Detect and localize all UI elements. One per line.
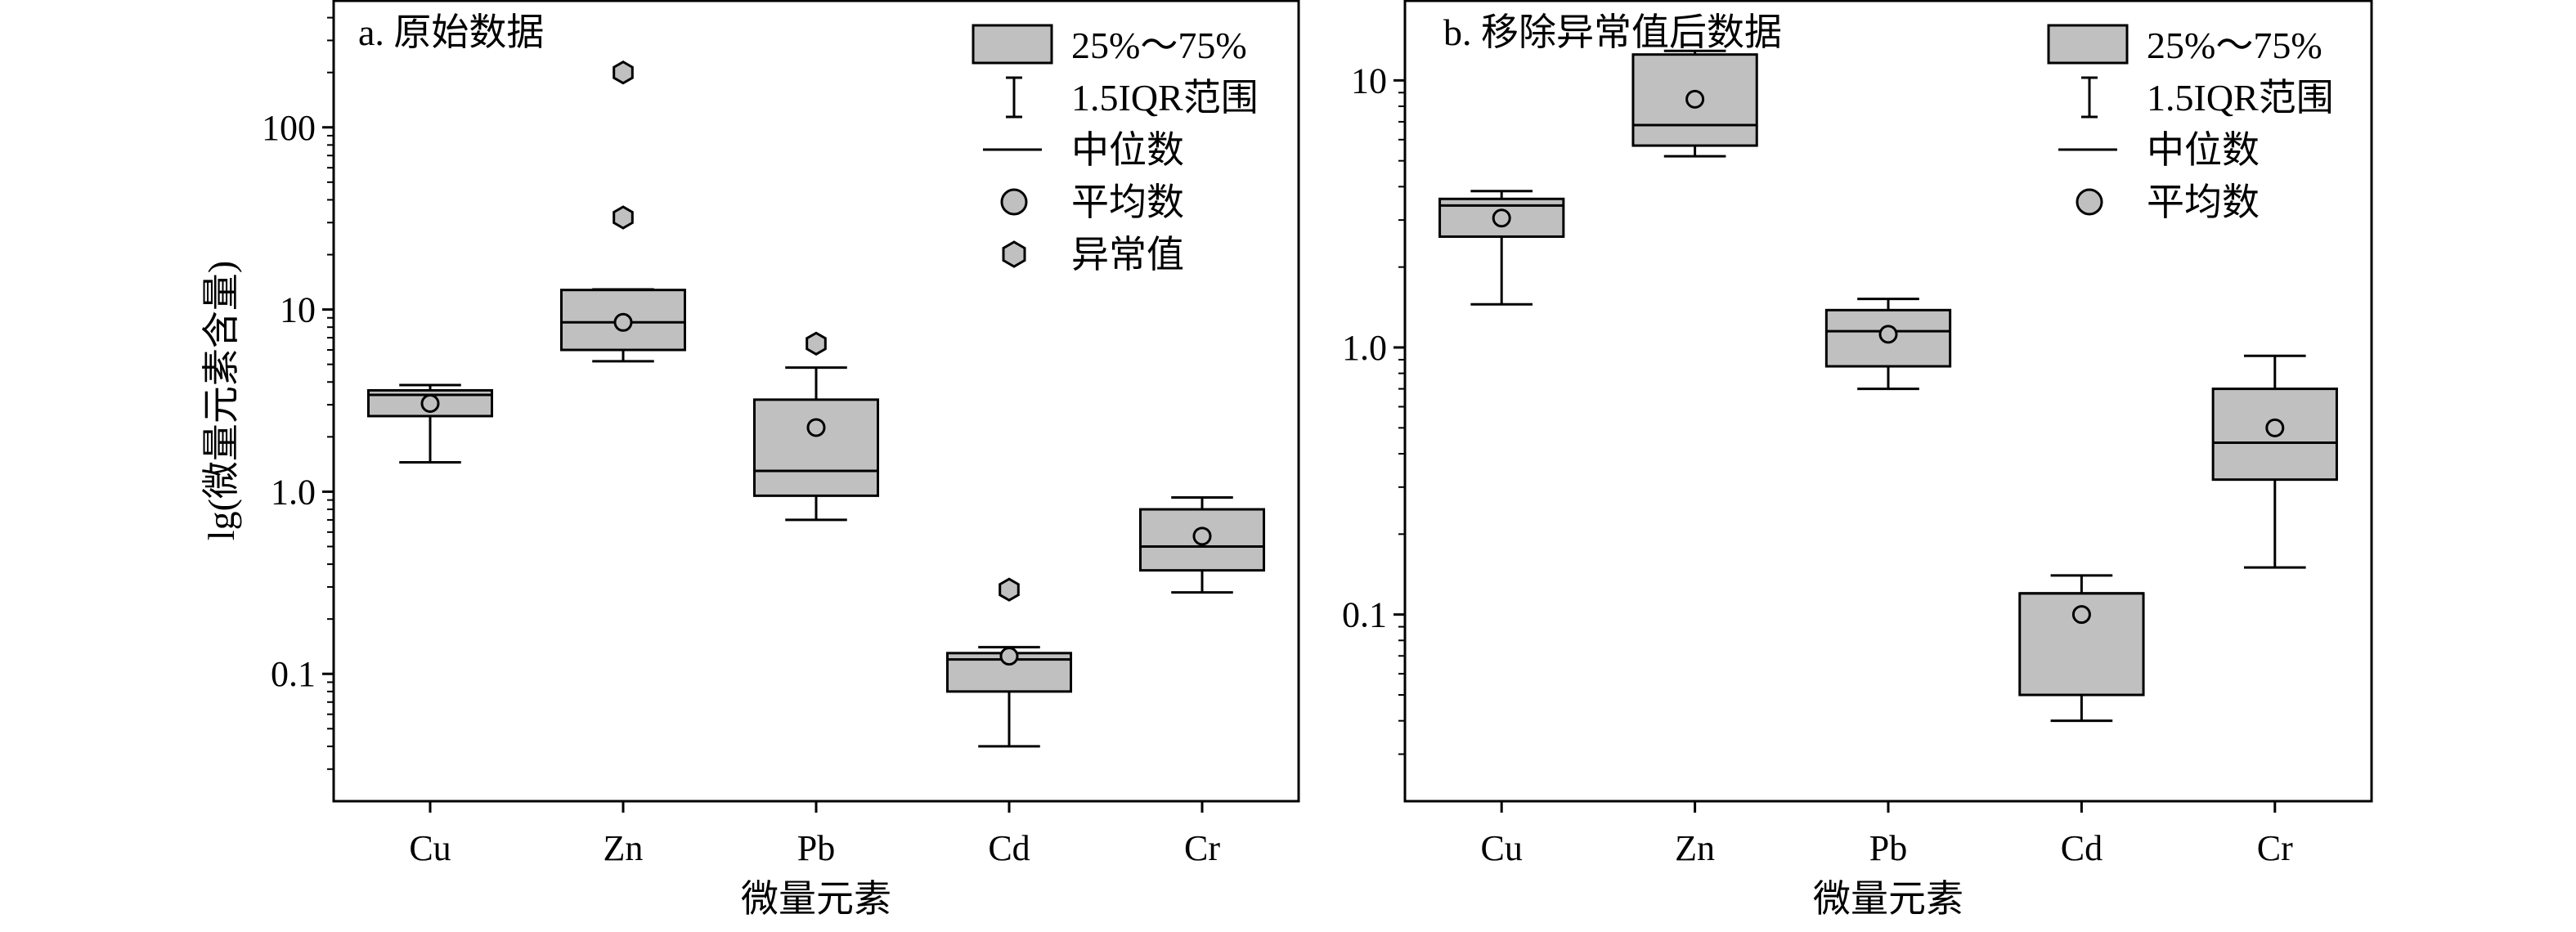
y-tick-label: 0.1 bbox=[271, 654, 316, 694]
panel-b-outliers-removed: 0.1 1.0 10 Cu Zn Pb Cd Cr 微量元素 b. 移除异常值后数据 25%～75%… bbox=[1342, 0, 2373, 920]
iqr-box bbox=[752, 398, 880, 497]
panel-title: b. 移除异常值后数据 bbox=[1443, 11, 1782, 53]
legend-label: 25%～75% bbox=[2147, 25, 2322, 66]
legend-item-median: 中位数 bbox=[2058, 129, 2260, 171]
mean-marker bbox=[1878, 325, 1898, 344]
mean-marker bbox=[1685, 89, 1705, 109]
box-cd bbox=[2018, 574, 2145, 723]
box-cu bbox=[1438, 190, 1565, 306]
legend-label: 1.5IQR范围 bbox=[1071, 77, 1259, 119]
outlier-marker bbox=[806, 331, 827, 356]
legend-mean-swatch bbox=[2076, 188, 2103, 216]
legend-item-median: 中位数 bbox=[983, 129, 1184, 171]
x-tick-label-zn: Zn bbox=[1675, 828, 1715, 868]
x-tick-label-cr: Cr bbox=[2257, 828, 2293, 868]
panel-a-original-data: 0.1 1.0 10 100 Cu Zn Pb Cd Cr 微量元素 lg(微量元素含量) a. 原始… bbox=[200, 0, 1300, 920]
mean-marker bbox=[2265, 418, 2285, 437]
box-cd bbox=[945, 577, 1073, 748]
box-cu bbox=[366, 383, 494, 464]
mean-marker bbox=[806, 418, 826, 437]
x-tick-label-cd: Cd bbox=[2061, 828, 2103, 868]
box-cr bbox=[1138, 495, 1266, 594]
outlier-marker bbox=[613, 60, 634, 85]
legend-label: 平均数 bbox=[2147, 181, 2260, 223]
y-tick-label: 0.1 bbox=[1342, 595, 1387, 635]
y-tick-label: 10 bbox=[1351, 60, 1387, 101]
mean-marker bbox=[999, 647, 1019, 666]
panel-title: a. 原始数据 bbox=[358, 11, 544, 53]
mean-marker bbox=[613, 312, 633, 332]
x-axis-title: 微量元素 bbox=[1813, 878, 1963, 920]
legend-label: 1.5IQR范围 bbox=[2147, 77, 2334, 119]
y-tick-label: 100 bbox=[262, 108, 316, 148]
box-zn bbox=[1631, 49, 1758, 158]
legend-box-swatch bbox=[972, 24, 1053, 65]
box-pb bbox=[1824, 298, 1952, 391]
mean-marker bbox=[2071, 605, 2091, 625]
y-tick-label: 1.0 bbox=[271, 472, 316, 512]
box-cr bbox=[2211, 354, 2338, 569]
legend-item-box: 25%～75% bbox=[2047, 24, 2322, 66]
mean-marker bbox=[1192, 526, 1212, 546]
mean-marker bbox=[420, 393, 440, 413]
legend-item-box: 25%～75% bbox=[972, 24, 1247, 66]
legend-item-whisker: 1.5IQR范围 bbox=[2081, 76, 2334, 119]
legend-item-mean: 平均数 bbox=[1000, 181, 1184, 223]
outlier-marker bbox=[613, 205, 634, 230]
x-tick-label-zn: Zn bbox=[604, 828, 644, 868]
y-axis-title: lg(微量元素含量) bbox=[200, 261, 242, 540]
legend-item-outlier: 异常值 bbox=[1002, 234, 1184, 276]
box-pb bbox=[752, 331, 880, 522]
x-axis-title: 微量元素 bbox=[741, 878, 891, 920]
legend-item-whisker: 1.5IQR范围 bbox=[1006, 76, 1259, 119]
x-tick-label-cu: Cu bbox=[409, 828, 451, 868]
legend-item-mean: 平均数 bbox=[2076, 181, 2260, 223]
legend-label: 平均数 bbox=[1071, 181, 1184, 223]
x-tick-label-cu: Cu bbox=[1481, 828, 1523, 868]
x-tick-label-cr: Cr bbox=[1184, 828, 1220, 868]
x-tick-label-cd: Cd bbox=[988, 828, 1030, 868]
legend-box-swatch bbox=[2047, 24, 2129, 65]
mean-marker bbox=[1492, 208, 1511, 228]
legend-label: 异常值 bbox=[1071, 234, 1184, 276]
y-tick-label: 10 bbox=[280, 290, 316, 330]
legend-mean-swatch bbox=[1000, 188, 1028, 216]
x-tick-label-pb: Pb bbox=[797, 828, 835, 868]
legend-label: 中位数 bbox=[1071, 129, 1184, 171]
legend-outlier-swatch bbox=[1002, 240, 1026, 268]
outlier-marker bbox=[999, 577, 1020, 602]
legend-label: 中位数 bbox=[2147, 129, 2260, 171]
box-zn bbox=[559, 60, 687, 363]
legend-label: 25%～75% bbox=[1071, 25, 1247, 66]
y-tick-label: 1.0 bbox=[1342, 328, 1387, 368]
x-tick-label-pb: Pb bbox=[1869, 828, 1907, 868]
